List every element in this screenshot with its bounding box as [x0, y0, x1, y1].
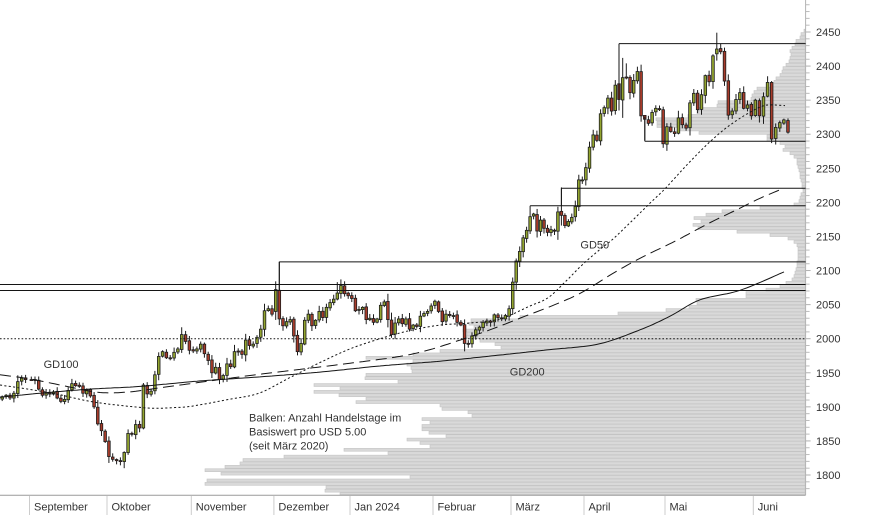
svg-text:2000: 2000 [816, 334, 840, 346]
svg-text:2450: 2450 [816, 27, 840, 39]
svg-text:2150: 2150 [816, 232, 840, 244]
svg-text:2300: 2300 [816, 129, 840, 141]
svg-text:November: November [196, 502, 247, 514]
svg-text:April: April [589, 502, 611, 514]
svg-text:Juni: Juni [758, 502, 778, 514]
svg-text:Dezember: Dezember [278, 502, 329, 514]
svg-text:1800: 1800 [816, 470, 840, 482]
svg-text:1900: 1900 [816, 402, 840, 414]
svg-text:März: März [516, 502, 540, 514]
svg-text:Februar: Februar [438, 502, 477, 514]
svg-text:GD200: GD200 [510, 367, 545, 379]
svg-text:GD50: GD50 [580, 240, 609, 252]
svg-text:GD100: GD100 [44, 359, 79, 371]
svg-text:1850: 1850 [816, 436, 840, 448]
svg-text:1950: 1950 [816, 368, 840, 380]
svg-text:Jan 2024: Jan 2024 [355, 502, 400, 514]
svg-text:September: September [34, 502, 88, 514]
svg-text:2250: 2250 [816, 163, 840, 175]
svg-text:2200: 2200 [816, 197, 840, 209]
svg-text:Oktober: Oktober [112, 502, 151, 514]
svg-text:2050: 2050 [816, 300, 840, 312]
svg-text:(seit März 2020): (seit März 2020) [249, 441, 328, 453]
svg-text:Basiswert pro USD 5.00: Basiswert pro USD 5.00 [249, 427, 366, 439]
svg-text:2400: 2400 [816, 61, 840, 73]
svg-text:2100: 2100 [816, 266, 840, 278]
svg-text:2350: 2350 [816, 95, 840, 107]
svg-text:Mai: Mai [670, 502, 688, 514]
svg-text:Balken: Anzahl Handelstage im: Balken: Anzahl Handelstage im [249, 412, 401, 424]
